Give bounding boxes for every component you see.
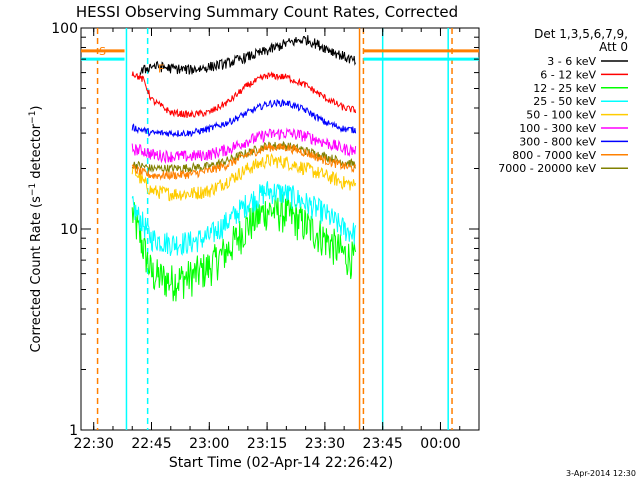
series-line <box>131 127 357 164</box>
y-tick-label: 1 <box>69 423 78 439</box>
legend-label: 3 - 6 keV <box>547 55 596 68</box>
series-line <box>139 35 357 76</box>
series-line <box>131 181 357 257</box>
x-tick-label: 22:45 <box>131 436 171 452</box>
x-tick-label: 23:45 <box>362 436 402 452</box>
y-axis-label-exp: −1 <box>28 183 38 196</box>
flag-label: S <box>99 45 106 58</box>
legend-title: Det 1,3,5,6,7,9, <box>534 27 628 41</box>
legend-label: 7000 - 20000 keV <box>498 162 596 175</box>
legend-label: 6 - 12 keV <box>540 68 596 81</box>
x-tick-label: 00:00 <box>420 436 460 452</box>
x-tick-label: 23:30 <box>305 436 345 452</box>
x-axis: 22:30 22:45 23:00 23:15 23:30 23:45 00:00 <box>74 28 480 452</box>
y-tick-label: 100 <box>51 21 78 37</box>
legend-label: 12 - 25 keV <box>533 82 596 95</box>
series-line <box>131 143 357 181</box>
legend-label: 800 - 7000 keV <box>512 149 596 162</box>
x-tick-label: 23:00 <box>189 436 229 452</box>
y-tick-label: 10 <box>60 222 78 238</box>
x-tick-label: 23:15 <box>247 436 287 452</box>
attenuator-levels <box>81 49 479 61</box>
legend-label: 300 - 800 keV <box>519 135 596 148</box>
series-line <box>131 194 357 302</box>
series-line <box>131 99 357 138</box>
date-stamp: 3-Apr-2014 12:30 <box>566 469 636 478</box>
flag-label: F <box>158 62 164 75</box>
y-axis-label-part: Corrected Count Rate (s <box>29 196 44 353</box>
x-tick-label: 22:30 <box>74 436 114 452</box>
legend-title: Att 0 <box>599 40 628 54</box>
y-axis-label-part: ) <box>29 105 44 110</box>
chart-title: HESSI Observing Summary Count Rates, Cor… <box>76 3 458 21</box>
series-line <box>131 71 357 118</box>
series-line <box>131 153 357 202</box>
legend-label: 50 - 100 keV <box>526 109 596 122</box>
flags: SF <box>99 45 164 76</box>
y-axis-label-exp: −1 <box>28 111 38 124</box>
y-axis: 1 10 100 <box>51 21 479 439</box>
x-axis-label: Start Time (02-Apr-14 22:26:42) <box>169 455 393 471</box>
legend-label: 25 - 50 keV <box>533 95 596 108</box>
y-axis-label-part: detector <box>29 123 44 183</box>
y-axis-label: Corrected Count Rate (s−1 detector−1) <box>28 105 44 352</box>
legend-label: 100 - 300 keV <box>519 122 596 135</box>
series-lines <box>131 35 357 302</box>
vertical-markers <box>96 28 453 430</box>
